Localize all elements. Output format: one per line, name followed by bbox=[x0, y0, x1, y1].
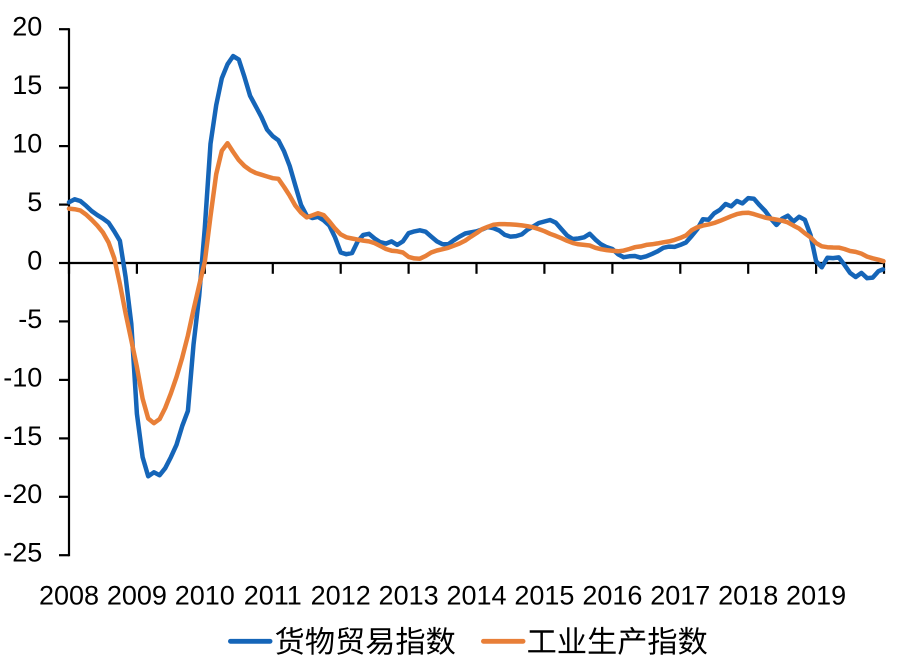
svg-text:-5: -5 bbox=[18, 304, 42, 334]
svg-text:2009: 2009 bbox=[107, 580, 167, 610]
svg-text:-15: -15 bbox=[3, 421, 42, 451]
svg-text:2017: 2017 bbox=[650, 580, 710, 610]
svg-text:2012: 2012 bbox=[311, 580, 371, 610]
svg-text:2016: 2016 bbox=[582, 580, 642, 610]
svg-text:2019: 2019 bbox=[786, 580, 846, 610]
svg-text:20: 20 bbox=[12, 12, 42, 42]
svg-text:5: 5 bbox=[27, 187, 42, 217]
svg-text:2013: 2013 bbox=[379, 580, 439, 610]
svg-text:-10: -10 bbox=[3, 362, 42, 392]
svg-text:2018: 2018 bbox=[718, 580, 778, 610]
svg-text:10: 10 bbox=[12, 129, 42, 159]
svg-text:2008: 2008 bbox=[39, 580, 99, 610]
svg-text:2011: 2011 bbox=[244, 580, 302, 610]
svg-text:-25: -25 bbox=[3, 538, 42, 568]
svg-text:2015: 2015 bbox=[514, 580, 574, 610]
svg-text:-20: -20 bbox=[3, 479, 42, 509]
svg-text:15: 15 bbox=[12, 70, 42, 100]
svg-text:2010: 2010 bbox=[175, 580, 235, 610]
svg-text:0: 0 bbox=[27, 245, 42, 275]
svg-text:2014: 2014 bbox=[446, 580, 506, 610]
